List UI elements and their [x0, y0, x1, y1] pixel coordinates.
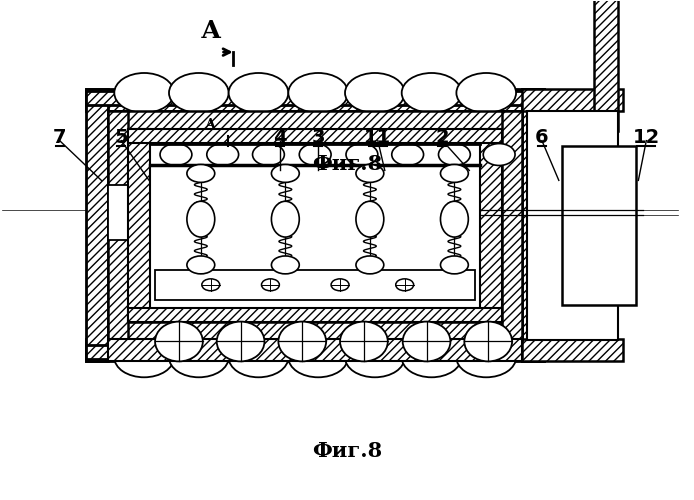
Bar	[562, 146, 636, 304]
Ellipse shape	[356, 256, 384, 274]
Bar	[108, 322, 522, 340]
Ellipse shape	[299, 144, 331, 166]
Ellipse shape	[356, 202, 384, 237]
Ellipse shape	[346, 144, 378, 166]
Ellipse shape	[217, 322, 264, 362]
Ellipse shape	[396, 279, 414, 291]
Ellipse shape	[169, 338, 228, 378]
Bar	[593, 0, 618, 130]
Ellipse shape	[115, 338, 174, 378]
Bar	[522, 89, 544, 361]
Bar	[128, 128, 502, 142]
Ellipse shape	[202, 279, 220, 291]
Ellipse shape	[483, 144, 515, 166]
Text: 12: 12	[633, 128, 660, 146]
Bar	[108, 111, 522, 128]
Ellipse shape	[464, 322, 512, 362]
Bar	[150, 142, 480, 308]
Bar	[527, 111, 618, 340]
Bar	[108, 340, 522, 361]
Ellipse shape	[278, 322, 326, 362]
Bar	[87, 89, 544, 111]
Ellipse shape	[288, 73, 348, 113]
Bar	[128, 128, 502, 322]
Ellipse shape	[345, 338, 405, 378]
Ellipse shape	[288, 338, 348, 378]
Text: 11: 11	[364, 128, 391, 146]
Text: Фиг.8: Фиг.8	[312, 154, 382, 174]
Ellipse shape	[340, 322, 388, 362]
Bar	[522, 340, 623, 361]
Bar	[87, 91, 544, 105]
Bar	[128, 128, 150, 322]
Ellipse shape	[228, 73, 288, 113]
Text: 4: 4	[273, 128, 287, 146]
Ellipse shape	[457, 73, 516, 113]
Ellipse shape	[169, 73, 228, 113]
Ellipse shape	[271, 202, 299, 237]
Bar	[108, 186, 128, 240]
Ellipse shape	[439, 144, 471, 166]
Ellipse shape	[115, 73, 174, 113]
Ellipse shape	[228, 338, 288, 378]
Ellipse shape	[187, 202, 214, 237]
Ellipse shape	[356, 164, 384, 182]
Text: 3: 3	[312, 128, 325, 146]
Ellipse shape	[187, 164, 214, 182]
Text: 6: 6	[535, 128, 549, 146]
Text: А: А	[201, 19, 221, 43]
Ellipse shape	[441, 164, 468, 182]
Ellipse shape	[331, 279, 349, 291]
Bar	[87, 89, 108, 361]
Ellipse shape	[207, 144, 239, 166]
Ellipse shape	[187, 256, 214, 274]
Ellipse shape	[441, 256, 468, 274]
Text: 5: 5	[115, 128, 128, 146]
Ellipse shape	[402, 73, 462, 113]
Ellipse shape	[345, 73, 405, 113]
Bar	[128, 308, 502, 322]
Bar	[87, 346, 544, 360]
Ellipse shape	[441, 202, 468, 237]
Ellipse shape	[403, 322, 450, 362]
Text: А: А	[205, 118, 217, 132]
Ellipse shape	[262, 279, 280, 291]
Ellipse shape	[457, 338, 516, 378]
Text: Фиг.8: Фиг.8	[312, 441, 382, 461]
Ellipse shape	[271, 256, 299, 274]
Ellipse shape	[271, 164, 299, 182]
Ellipse shape	[155, 322, 203, 362]
Text: 2: 2	[436, 128, 449, 146]
Bar	[108, 111, 128, 340]
Bar	[480, 128, 502, 322]
Bar	[87, 340, 544, 361]
Text: 7: 7	[53, 128, 67, 146]
Ellipse shape	[391, 144, 423, 166]
Bar	[502, 111, 522, 340]
Ellipse shape	[402, 338, 462, 378]
Ellipse shape	[160, 144, 192, 166]
Bar	[155, 270, 475, 300]
Ellipse shape	[253, 144, 285, 166]
Bar	[522, 89, 623, 111]
